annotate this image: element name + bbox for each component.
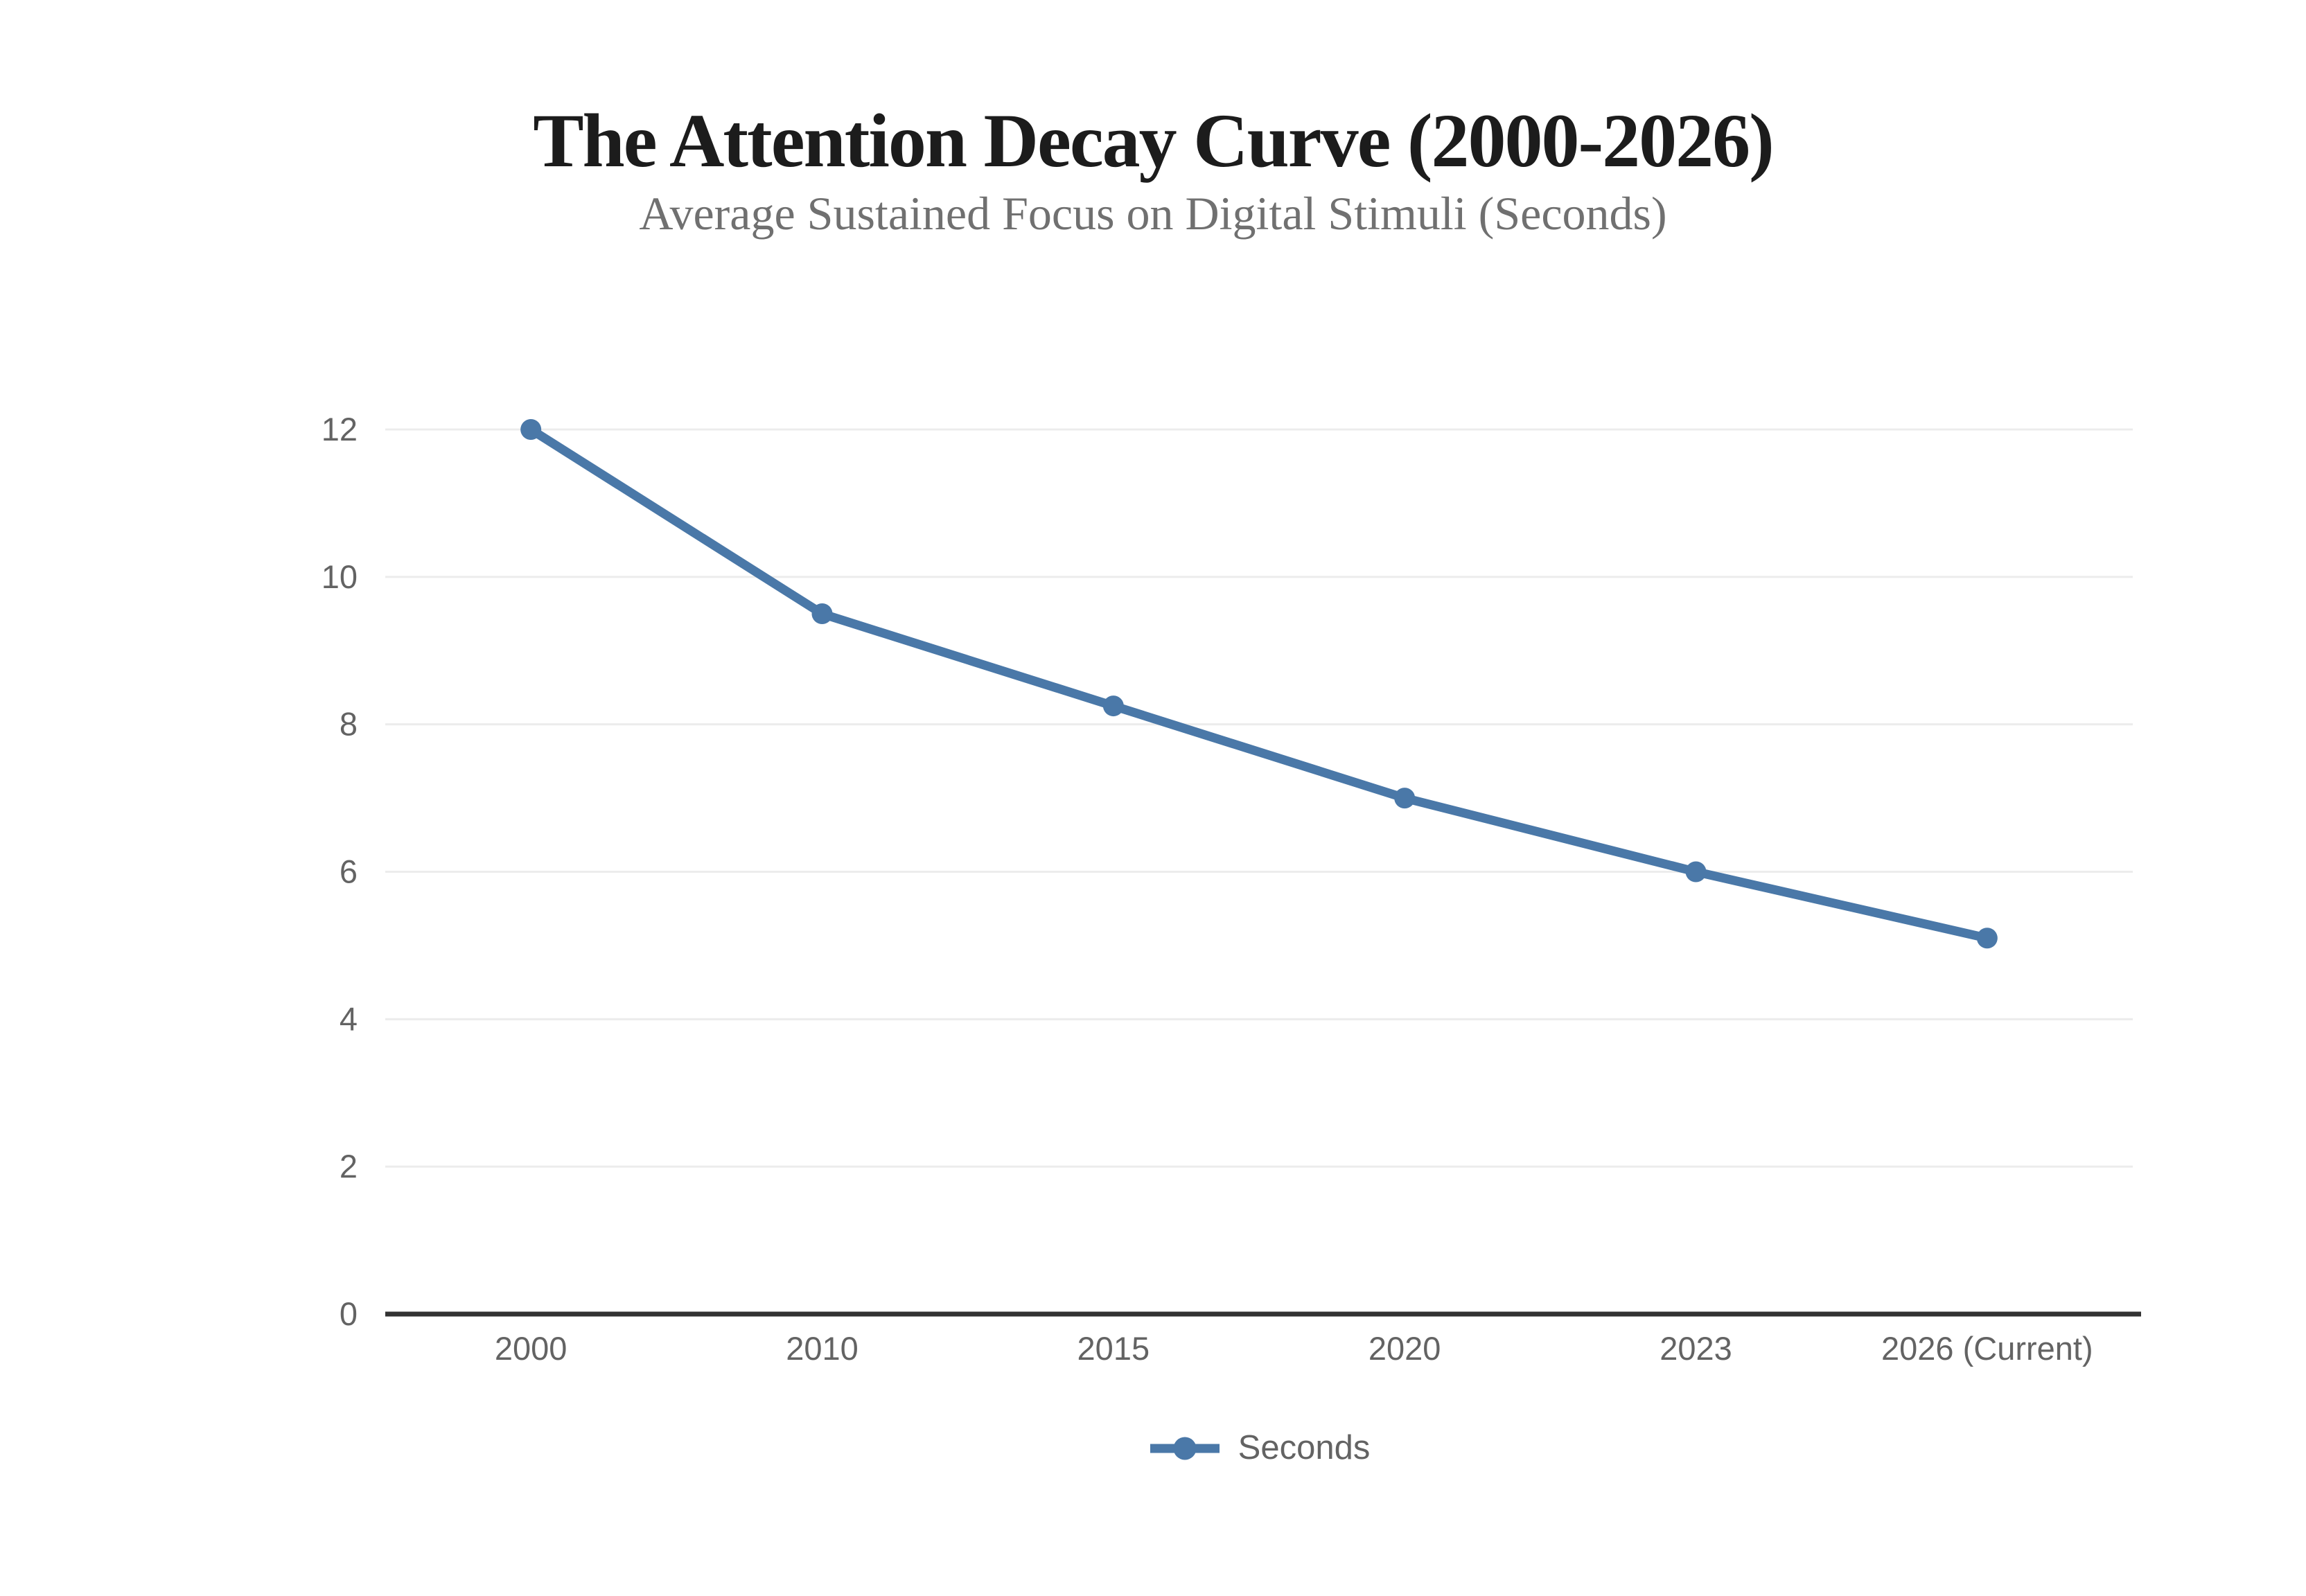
y-tick-label-10: 10 (322, 558, 358, 595)
data-point-4[interactable] (1685, 861, 1707, 883)
y-tick-label-2: 2 (340, 1148, 358, 1185)
x-tick-label-5: 2026 (Current) (1881, 1330, 2093, 1367)
legend-label: Seconds (1238, 1429, 1371, 1466)
y-tick-label-0: 0 (340, 1295, 358, 1332)
x-tick-label-3: 2020 (1368, 1330, 1441, 1367)
y-tick-label-8: 8 (340, 706, 358, 743)
legend-item-seconds[interactable]: Seconds (1148, 1429, 1371, 1466)
chart-title: The Attention Decay Curve (2000-2026) (533, 98, 1775, 183)
y-tick-label-4: 4 (340, 1000, 358, 1037)
data-point-3[interactable] (1394, 788, 1416, 809)
legend-dot-icon (1173, 1437, 1197, 1460)
x-tick-label-4: 2023 (1660, 1330, 1732, 1367)
x-tick-label-1: 2010 (786, 1330, 859, 1367)
legend-line-marker-icon (1150, 1437, 1220, 1460)
chart-subtitle: Average Sustained Focus on Digital Stimu… (639, 187, 1667, 240)
series-line-seconds (526, 425, 1992, 943)
data-point-5[interactable] (1976, 928, 1998, 949)
y-tick-label-6: 6 (340, 853, 358, 890)
data-point-2[interactable] (1102, 695, 1124, 717)
data-point-1[interactable] (811, 603, 833, 625)
y-tick-label-12: 12 (322, 411, 358, 447)
legend: Seconds (385, 1431, 2133, 1465)
x-tick-label-2: 2015 (1077, 1330, 1150, 1367)
x-tick-label-0: 2000 (495, 1330, 567, 1367)
data-point-0[interactable] (520, 419, 542, 440)
